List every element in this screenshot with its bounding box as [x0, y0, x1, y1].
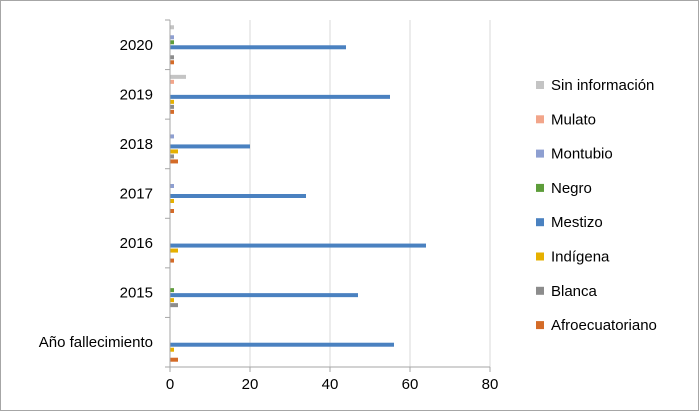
bar-año-fallecimiento-mestizo [170, 342, 394, 347]
bar-2018-afroecuatoriano [170, 159, 178, 164]
bar-2019-mestizo [170, 94, 390, 99]
legend-entry: Negro [551, 180, 592, 197]
bar-2019-sin-información [170, 74, 186, 79]
legend-entry: Mulato [551, 111, 596, 128]
legend-entry: Mestizo [551, 214, 603, 231]
category-label: 2020 [120, 37, 153, 54]
category-label: 2017 [120, 186, 153, 203]
bar-2015-negro [170, 288, 174, 293]
legend-entry: Sin información [551, 77, 654, 94]
category-label: Año fallecimiento [39, 334, 153, 351]
category-label: 2018 [120, 136, 153, 153]
legend-swatch [536, 218, 544, 227]
bar-2016-mestizo [170, 243, 426, 248]
bar-2018-mestizo [170, 144, 250, 149]
bar-2015-blanca [170, 303, 178, 308]
legend-swatch [536, 149, 544, 158]
bar-2016-afroecuatoriano [170, 258, 174, 263]
legend-swatch [536, 252, 544, 261]
gridlines [249, 20, 491, 367]
legend-entry: Montubio [551, 146, 613, 163]
bar-año-fallecimiento-afroecuatoriano [170, 357, 178, 362]
bar-2019-mulato [170, 79, 174, 84]
category-label: 2015 [120, 285, 153, 302]
bar-2019-blanca [170, 104, 174, 109]
bar-2018-blanca [170, 154, 174, 159]
bar-2017-mestizo [170, 194, 306, 198]
bar-2018-montubio [170, 134, 174, 139]
bar-2017-afroecuatoriano [170, 209, 174, 213]
x-tick-label: 20 [242, 376, 259, 393]
legend-entry: Blanca [551, 283, 598, 300]
x-tick-label: 80 [482, 376, 499, 393]
bar-2019-afroecuatoriano [170, 109, 174, 114]
legend-swatch [536, 115, 544, 124]
legend-swatch [536, 286, 544, 295]
x-tick-label: 60 [402, 376, 419, 393]
legend-swatch [536, 321, 544, 330]
legend-entry: Afroecuatoriano [551, 317, 657, 334]
category-label: 2019 [120, 86, 153, 103]
legend-entry: Indígena [551, 249, 610, 266]
bar-2015-mestizo [170, 293, 358, 298]
bar-2020-afroecuatoriano [170, 60, 174, 65]
bar-2020-negro [170, 40, 174, 45]
legend-swatch [536, 81, 544, 89]
bar-2017-montubio [170, 184, 174, 188]
bar-2017-indígena [170, 199, 174, 203]
legend-swatch [536, 183, 544, 192]
bar-2018-indígena [170, 149, 178, 154]
category-label: 2016 [120, 235, 153, 252]
bars [170, 25, 426, 362]
bar-año-fallecimiento-indígena [170, 347, 174, 352]
bar-2019-indígena [170, 99, 174, 104]
bar-2020-montubio [170, 35, 174, 40]
x-tick-label: 0 [166, 376, 174, 393]
x-tick-label: 40 [322, 376, 339, 393]
bar-2016-indígena [170, 248, 178, 253]
bar-2020-mestizo [170, 45, 346, 50]
bar-2020-blanca [170, 55, 174, 60]
legend: Sin información Mulato Montubio Negro Mestiz… [536, 77, 657, 334]
bar-2015-indígena [170, 298, 174, 303]
axes: Año fallecimiento20152016201720182019202… [39, 19, 499, 393]
bar-2020-sin-información [170, 25, 174, 30]
